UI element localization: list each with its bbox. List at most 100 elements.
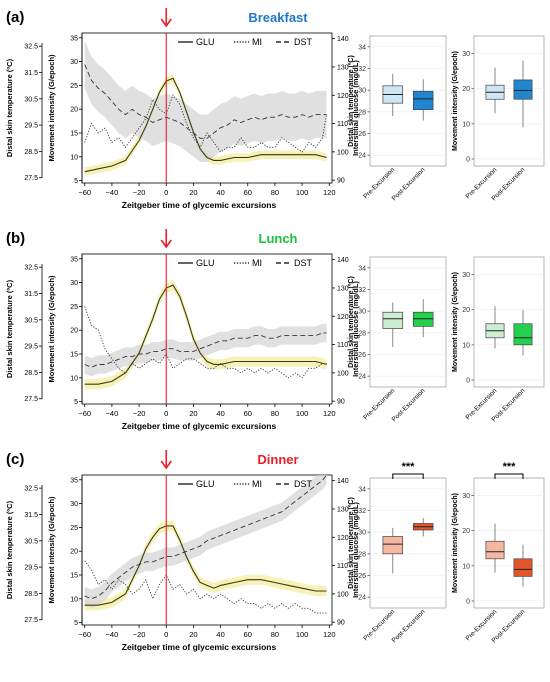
panel-title: Breakfast bbox=[248, 10, 308, 25]
mi-tick-label: 10 bbox=[70, 154, 78, 161]
mi-tick-label: 35 bbox=[70, 477, 78, 484]
x-tick-label: 20 bbox=[189, 630, 197, 639]
dst-axis-label: Distal skin temperature (ºC) bbox=[5, 58, 14, 157]
dst-tick-label: 28.5 bbox=[24, 591, 38, 598]
box bbox=[412, 311, 434, 327]
panel-title: Dinner bbox=[257, 452, 298, 467]
boxplot-tick-label: 10 bbox=[462, 121, 470, 128]
x-tick-label: −20 bbox=[133, 188, 146, 197]
dst-tick-label: 32.5 bbox=[24, 44, 38, 51]
x-tick-label: −60 bbox=[78, 409, 91, 418]
mi-tick-label: 30 bbox=[70, 501, 78, 508]
x-tick-label: 80 bbox=[271, 630, 279, 639]
dst-axis-label: Distal skin temperature (ºC) bbox=[5, 500, 14, 599]
boxplot-frame bbox=[369, 35, 447, 167]
panel-title: Lunch bbox=[259, 231, 298, 246]
boxplot-tick-label: 30 bbox=[358, 88, 366, 95]
dst-line bbox=[84, 64, 327, 139]
significance-bracket bbox=[494, 473, 524, 479]
x-tick-label: 0 bbox=[164, 188, 168, 197]
glu-tick-label: 120 bbox=[337, 93, 349, 100]
glu-tick-label: 90 bbox=[337, 178, 345, 185]
legend-label: MI bbox=[252, 258, 262, 268]
x-tick-label: −40 bbox=[106, 188, 119, 197]
panel-label: (a) bbox=[6, 9, 24, 26]
excursion-arrow-head bbox=[160, 18, 172, 28]
panel-label: (c) bbox=[6, 451, 24, 468]
mi-tick-label: 20 bbox=[70, 549, 78, 556]
dst-tick-label: 29.5 bbox=[24, 123, 38, 130]
glu-line bbox=[84, 284, 327, 385]
dst-tick-label: 29.5 bbox=[24, 565, 38, 572]
boxplot-tick-label: 26 bbox=[358, 131, 366, 138]
boxplot-tick-label: 30 bbox=[462, 272, 470, 279]
legend-label: DST bbox=[294, 258, 313, 268]
boxplot-frame bbox=[473, 477, 545, 609]
mi-tick-label: 25 bbox=[70, 83, 78, 90]
boxplot-tick-label: 10 bbox=[462, 342, 470, 349]
glu-tick-label: 140 bbox=[337, 478, 349, 485]
group-label: Post-Excursion bbox=[391, 608, 427, 644]
boxplot-frame bbox=[369, 477, 447, 609]
glu-tick-label: 120 bbox=[337, 314, 349, 321]
boxplot-tick-label: 0 bbox=[466, 377, 470, 384]
plot-area bbox=[84, 475, 327, 614]
boxplot-tick-label: 20 bbox=[462, 528, 470, 535]
boxplot-y-label: Movement intensity (G/epoch) bbox=[452, 51, 459, 151]
x-tick-label: 0 bbox=[164, 409, 168, 418]
mi-tick-label: 35 bbox=[70, 256, 78, 263]
dst-tick-label: 31.5 bbox=[24, 70, 38, 77]
mi-tick-label: 15 bbox=[70, 352, 78, 359]
boxplot-y-label: Movement intensity (G/epoch) bbox=[452, 272, 459, 372]
x-axis-label: Zeitgeber time of glycemic excursions bbox=[122, 421, 277, 431]
x-tick-label: 100 bbox=[296, 630, 309, 639]
box bbox=[485, 540, 505, 560]
glu-tick-label: 120 bbox=[337, 535, 349, 542]
boxplot-y-label: Movement intensity (G/epoch) bbox=[452, 493, 459, 593]
x-tick-label: 100 bbox=[296, 409, 309, 418]
significance-bracket bbox=[392, 473, 424, 479]
boxplot-tick-label: 28 bbox=[358, 330, 366, 337]
x-tick-label: 40 bbox=[216, 630, 224, 639]
mi-tick-label: 20 bbox=[70, 328, 78, 335]
panel-0: (a) Breakfast−60 −40 −20 0 20 40 60 80 100 120Zeit… bbox=[5, 8, 545, 210]
boxplot-tick-label: 24 bbox=[358, 595, 366, 602]
boxplot-tick-label: 34 bbox=[358, 265, 366, 272]
dst-tick-label: 27.5 bbox=[24, 396, 38, 403]
x-axis-label: Zeitgeber time of glycemic excursions bbox=[122, 200, 277, 210]
mi-tick-label: 30 bbox=[70, 280, 78, 287]
glu-line bbox=[84, 77, 327, 173]
boxplot-tick-label: 20 bbox=[462, 86, 470, 93]
x-tick-label: 20 bbox=[189, 409, 197, 418]
dst-tick-label: 27.5 bbox=[24, 617, 38, 624]
x-tick-label: 60 bbox=[244, 630, 252, 639]
boxplot-frame bbox=[473, 256, 545, 388]
legend-label: MI bbox=[252, 479, 262, 489]
panel-2: (c) Dinner−60 −40 −20 0 20 40 60 80 100 120Zeitgeb… bbox=[5, 450, 545, 652]
x-tick-label: 60 bbox=[244, 188, 252, 197]
x-tick-label: 80 bbox=[271, 409, 279, 418]
x-tick-label: 120 bbox=[323, 630, 336, 639]
x-tick-label: −60 bbox=[78, 188, 91, 197]
dst-tick-label: 28.5 bbox=[24, 370, 38, 377]
boxplot-tick-label: 0 bbox=[466, 598, 470, 605]
boxplot-tick-label: 20 bbox=[462, 307, 470, 314]
mi-tick-label: 35 bbox=[70, 35, 78, 42]
x-tick-label: 0 bbox=[164, 630, 168, 639]
glu-tick-label: 110 bbox=[337, 342, 348, 349]
boxplot-tick-label: 34 bbox=[358, 44, 366, 51]
boxplot-tick-label: 32 bbox=[358, 508, 366, 515]
x-axis-label: Zeitgeber time of glycemic excursions bbox=[122, 642, 277, 652]
glu-tick-label: 110 bbox=[337, 121, 348, 128]
glu-tick-label: 130 bbox=[337, 64, 349, 71]
glu-axis-label: Interstitial glucose (mg/dL) bbox=[351, 281, 360, 377]
boxplot-tick-label: 26 bbox=[358, 573, 366, 580]
mi-tick-label: 5 bbox=[74, 399, 78, 406]
box bbox=[382, 536, 404, 555]
glu-tick-label: 100 bbox=[337, 591, 349, 598]
mi-tick-label: 15 bbox=[70, 573, 78, 580]
panel-label: (b) bbox=[6, 230, 25, 247]
